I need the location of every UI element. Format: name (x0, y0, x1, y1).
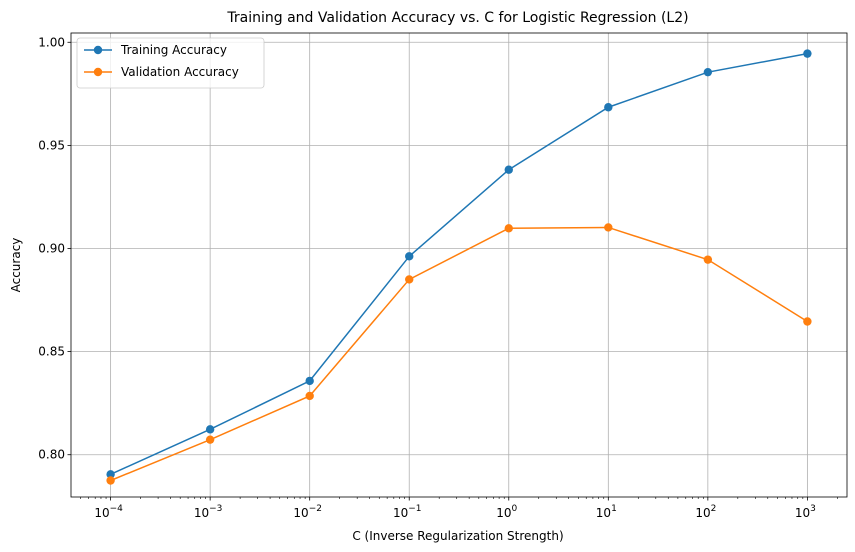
x-tick-base: 10 (695, 506, 710, 520)
legend-label: Training Accuracy (120, 43, 227, 57)
x-tick-label: 101 (596, 504, 617, 520)
y-tick-label: 0.80 (38, 448, 65, 462)
series-line-2 (110, 226, 808, 482)
x-tick-exponent: −1 (408, 504, 421, 514)
x-tick-exponent: −2 (309, 504, 322, 514)
x-tick-exponent: 2 (711, 504, 717, 514)
legend-marker (93, 45, 103, 55)
legend-marker (93, 67, 103, 77)
data-point (405, 275, 414, 284)
y-tick-label: 1.00 (38, 35, 65, 49)
data-point (803, 317, 812, 326)
data-point (604, 103, 613, 112)
data-point (205, 425, 215, 434)
x-tick-base: 10 (795, 506, 810, 520)
data-point (703, 255, 713, 264)
data-point (803, 49, 812, 58)
x-tick-base: 10 (496, 506, 511, 520)
x-tick-exponent: 3 (810, 504, 816, 514)
x-tick-label: 103 (795, 504, 816, 520)
series-line-1 (110, 52, 808, 476)
x-tick-base: 10 (393, 506, 408, 520)
data-point (106, 470, 115, 479)
data-point (305, 376, 314, 386)
axes-frame (70, 32, 848, 498)
data-point (504, 165, 513, 174)
x-axis-label: C (Inverse Regularization Strength) (352, 529, 563, 543)
x-tick-exponent: 0 (512, 504, 518, 514)
x-tick-exponent: −4 (110, 504, 124, 514)
y-tick-label: 0.85 (38, 345, 65, 359)
data-point (504, 224, 513, 233)
x-tick-label: 10−3 (194, 504, 223, 520)
data-point (205, 435, 215, 444)
x-tick-label: 10−4 (94, 504, 123, 520)
x-tick-exponent: −3 (209, 504, 222, 514)
legend-label: Validation Accuracy (121, 65, 239, 79)
x-tick-base: 10 (596, 506, 611, 520)
x-tick-exponent: 1 (611, 504, 617, 514)
y-tick-label: 0.95 (38, 138, 65, 152)
chart-title: Training and Validation Accuracy vs. C f… (226, 10, 688, 26)
y-axis-label: Accuracy (9, 238, 23, 293)
legend-box (76, 37, 265, 89)
data-point (305, 391, 314, 401)
legend: Training Accuracy Validation Accuracy (76, 37, 265, 89)
x-tick-label: 10−2 (293, 504, 322, 520)
x-tick-base: 10 (293, 506, 308, 520)
data-point (703, 67, 713, 77)
plot-area: 10−4 10−3 10−2 10−1 100 101 102 1030.800.850.90… (38, 32, 848, 520)
x-tick-label: 100 (496, 504, 517, 520)
data-point (106, 476, 115, 485)
x-tick-label: 10−1 (393, 504, 422, 520)
y-tick-label: 0.90 (38, 242, 65, 256)
x-tick-label: 102 (695, 504, 716, 520)
x-tick-base: 10 (194, 506, 209, 520)
data-point (604, 223, 613, 232)
x-tick-base: 10 (94, 506, 109, 520)
data-point (405, 252, 414, 261)
